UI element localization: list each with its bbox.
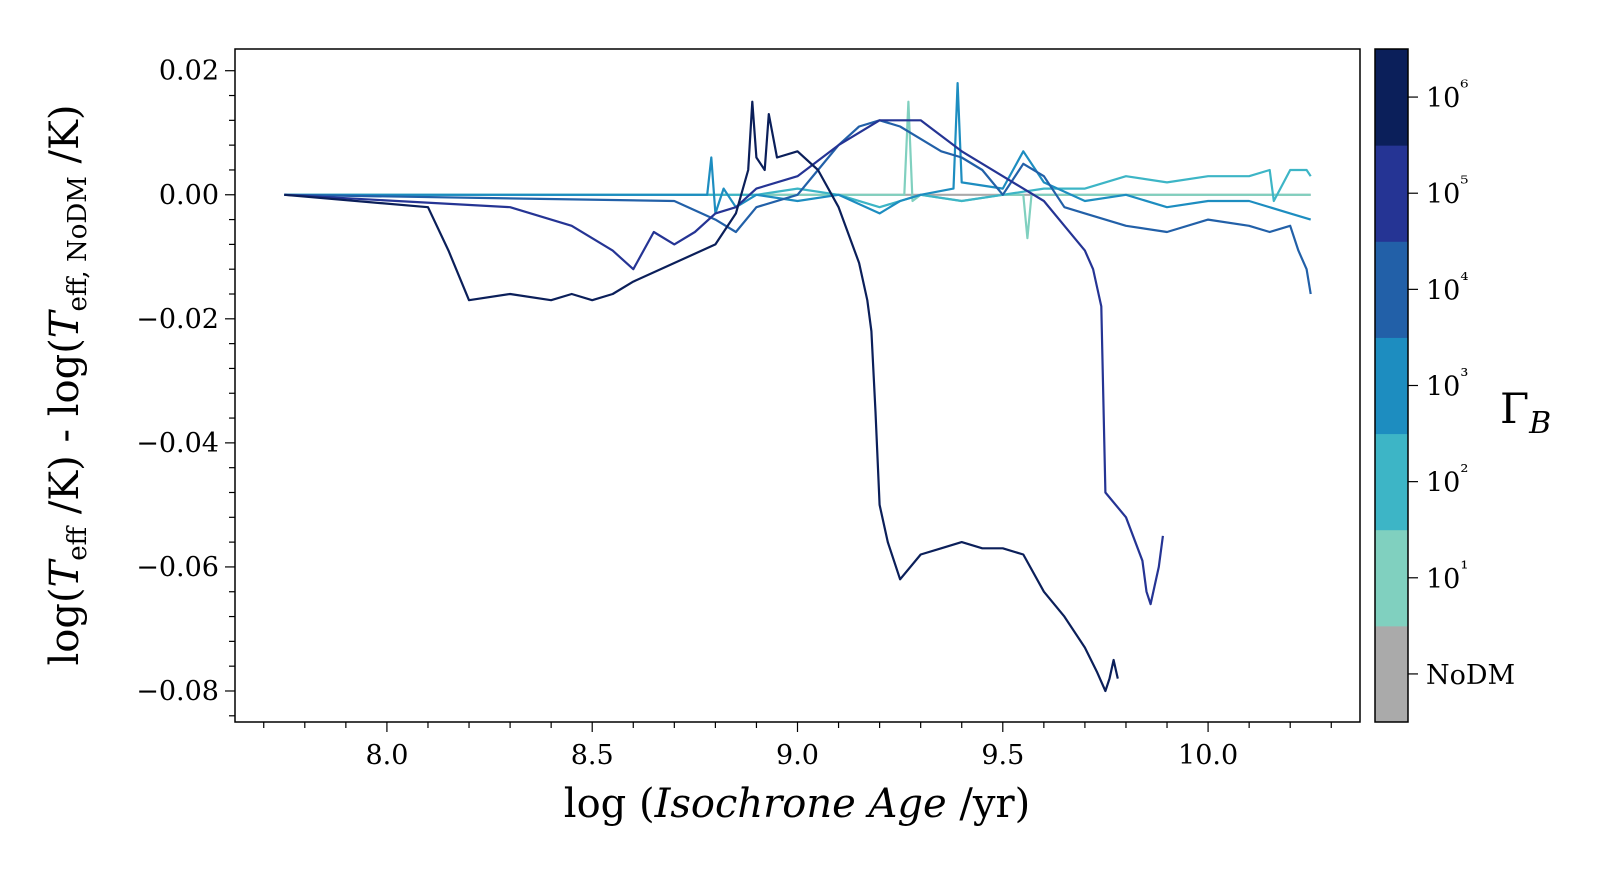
- series-line-1: [284, 100, 1311, 240]
- colorbar-label: NoDM: [1426, 660, 1515, 691]
- x-tick-label: 8.5: [571, 740, 614, 771]
- y-tick-label: −0.02: [136, 304, 219, 335]
- colorbar-label: 10⁵: [1426, 171, 1468, 210]
- y-axis-label: log(Teff /K) - log(Teff, NoDM /K): [42, 104, 93, 665]
- series-line-2: [284, 168, 1312, 209]
- colorbar: NoDM 10¹ 10² 10³ 10⁴ 10⁵ 10⁶: [1375, 49, 1515, 723]
- colorbar-segment: [1375, 625, 1408, 723]
- y-tick-label: −0.08: [136, 676, 219, 707]
- x-tick-label: 10.0: [1178, 740, 1238, 771]
- colorbar-segment: [1375, 241, 1408, 338]
- colorbar-frame: [1374, 48, 1409, 723]
- plot-area: [234, 48, 1361, 723]
- y-tick-label: −0.04: [136, 428, 219, 459]
- series-line-3: [284, 82, 1312, 221]
- colorbar-segment: [1375, 529, 1408, 627]
- x-tick-label: 9.5: [981, 740, 1024, 771]
- colorbar-label: 10⁶: [1426, 75, 1468, 114]
- colorbar-label: 10²: [1426, 460, 1468, 499]
- series-line-5: [284, 119, 1164, 606]
- y-tick-label: 0.02: [159, 56, 219, 87]
- x-axis-label: log (Isochrone Age /yr): [564, 781, 1030, 827]
- x-axis: 8.0 8.5 9.0 9.5 10.0: [263, 722, 1332, 771]
- colorbar-segment: [1375, 337, 1408, 435]
- y-axis: 0.02 0.00 −0.02 −0.04 −0.06 −0.08: [136, 56, 235, 717]
- colorbar-label: 10⁴: [1426, 267, 1468, 306]
- colorbar-label: 10¹: [1426, 556, 1468, 595]
- colorbar-segment: [1375, 433, 1408, 531]
- x-tick-label: 8.0: [365, 740, 408, 771]
- series-line-4: [284, 119, 1312, 295]
- colorbar-segment: [1375, 49, 1408, 146]
- x-tick-label: 9.0: [776, 740, 819, 771]
- series-line-6: [284, 100, 1119, 693]
- y-tick-label: −0.06: [136, 552, 219, 583]
- y-tick-label: 0.00: [159, 180, 219, 211]
- colorbar-segment: [1375, 145, 1408, 242]
- series-layer: [284, 82, 1312, 693]
- colorbar-label: 10³: [1426, 364, 1468, 403]
- colorbar-title: ΓB: [1500, 384, 1551, 441]
